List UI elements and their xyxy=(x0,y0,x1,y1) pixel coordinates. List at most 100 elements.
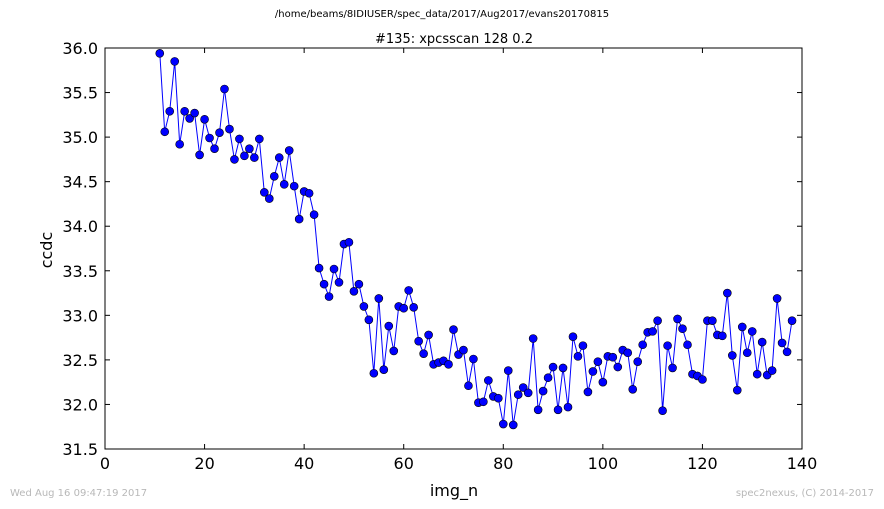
data-point xyxy=(419,349,428,358)
x-tick-label: 60 xyxy=(394,454,414,473)
data-point xyxy=(349,286,359,296)
data-point xyxy=(220,84,229,94)
data-point xyxy=(742,348,752,358)
data-point xyxy=(718,331,727,341)
data-point xyxy=(250,153,259,162)
data-point xyxy=(319,279,329,289)
data-point xyxy=(623,348,633,358)
data-point xyxy=(284,146,294,155)
data-point xyxy=(170,57,179,66)
data-point xyxy=(245,144,254,153)
data-point xyxy=(334,278,344,287)
data-point xyxy=(678,324,687,334)
y-tick-label: 34.0 xyxy=(62,217,98,236)
data-point xyxy=(374,294,384,303)
data-point xyxy=(459,345,468,355)
data-point xyxy=(384,321,394,331)
data-point xyxy=(210,144,219,153)
data-point xyxy=(414,336,423,346)
data-point xyxy=(608,352,618,362)
data-point xyxy=(314,263,324,273)
chart-title: #135: xpcsscan 128 0.2 xyxy=(375,32,533,47)
x-tick-label: 120 xyxy=(687,454,718,473)
data-point xyxy=(508,420,518,430)
data-point xyxy=(727,351,737,360)
data-point xyxy=(578,341,588,350)
data-point xyxy=(404,286,413,295)
data-point xyxy=(708,316,717,325)
data-point xyxy=(568,332,578,342)
data-point xyxy=(563,402,573,412)
credit-footer: spec2nexus, (C) 2014-2017 xyxy=(735,488,874,499)
data-point xyxy=(558,363,568,373)
data-point xyxy=(638,340,647,350)
data-point xyxy=(787,316,797,325)
data-point xyxy=(180,106,189,116)
data-point xyxy=(464,381,473,391)
data-point xyxy=(364,315,374,325)
data-point xyxy=(444,360,453,369)
x-axis-label: img_n xyxy=(430,481,478,501)
data-point xyxy=(279,180,289,189)
data-point xyxy=(752,369,762,379)
data-point xyxy=(269,172,279,181)
data-point xyxy=(673,314,682,324)
data-point xyxy=(175,139,184,149)
data-point xyxy=(498,419,508,429)
data-point xyxy=(235,134,244,144)
data-point xyxy=(160,127,170,137)
data-point xyxy=(767,366,777,375)
data-point xyxy=(633,357,643,366)
data-point xyxy=(653,316,662,325)
data-point xyxy=(668,363,677,373)
data-point xyxy=(155,49,165,58)
data-point xyxy=(379,365,389,374)
y-axis-label: ccdc xyxy=(37,232,56,269)
data-point xyxy=(354,279,364,289)
data-point xyxy=(479,397,488,407)
x-tick-label: 20 xyxy=(194,454,214,473)
data-point xyxy=(573,352,583,361)
data-point xyxy=(309,210,319,219)
data-point xyxy=(369,368,379,378)
plot-area: 0 20 40 60 80 100 120 140 31.5 32.0 32.5 33.0 33.5 34… xyxy=(62,39,817,473)
y-tick-label: 33.5 xyxy=(62,262,98,281)
data-point xyxy=(533,405,543,415)
data-point xyxy=(399,303,409,313)
data-point xyxy=(484,376,493,385)
data-point xyxy=(523,388,533,398)
x-tick-label: 140 xyxy=(787,454,818,473)
data-point xyxy=(190,108,199,118)
data-point xyxy=(747,327,757,336)
x-tick-label: 80 xyxy=(493,454,513,473)
y-tick-label: 35.0 xyxy=(62,128,98,147)
data-point xyxy=(588,367,598,376)
x-tick-label: 100 xyxy=(588,454,619,473)
data-point xyxy=(195,150,204,160)
data-point xyxy=(225,124,234,134)
y-tick-label: 33.0 xyxy=(62,306,98,325)
data-point xyxy=(528,334,538,343)
data-point xyxy=(658,406,667,415)
data-point xyxy=(757,337,767,347)
y-tick-label: 32.0 xyxy=(62,395,98,414)
data-point xyxy=(230,155,239,164)
data-point xyxy=(782,347,792,357)
data-point xyxy=(294,214,304,224)
data-point xyxy=(200,114,209,124)
data-point xyxy=(648,327,657,336)
data-point xyxy=(663,341,672,350)
data-point xyxy=(469,354,478,364)
data-point xyxy=(598,377,608,387)
data-point xyxy=(548,362,558,372)
data-point xyxy=(613,362,623,372)
timestamp-footer: Wed Aug 16 09:47:19 2017 xyxy=(10,488,148,499)
y-tick-label: 34.5 xyxy=(62,173,98,192)
x-tick-label: 40 xyxy=(294,454,314,473)
data-point xyxy=(583,387,593,397)
data-point xyxy=(359,302,369,311)
data-point xyxy=(538,386,548,396)
data-point xyxy=(698,375,707,384)
data-point xyxy=(344,237,354,247)
